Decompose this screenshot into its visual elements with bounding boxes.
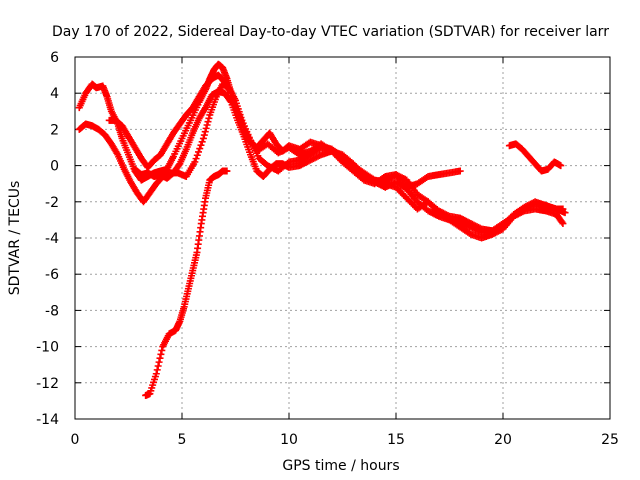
data-point: [561, 209, 569, 217]
y-tick-label: -10: [36, 340, 59, 356]
data-point: [155, 358, 163, 366]
data-point: [200, 131, 208, 139]
data-point: [191, 158, 199, 166]
series-track-4: [131, 87, 569, 242]
data-point: [456, 167, 464, 175]
y-tick-label: -14: [36, 412, 59, 428]
data-point: [197, 141, 205, 149]
x-axis-label: GPS time / hours: [282, 458, 399, 474]
series-track-6: [505, 140, 565, 175]
data-point: [192, 155, 200, 163]
data-point: [204, 118, 212, 126]
data-point: [193, 151, 201, 159]
data-point: [156, 354, 164, 362]
data-point: [157, 350, 165, 358]
y-tick-label: 4: [50, 86, 59, 102]
x-tick-label: 15: [387, 432, 405, 448]
data-point: [152, 370, 160, 378]
data-point: [223, 167, 231, 175]
data-point: [559, 220, 567, 228]
data-point: [195, 148, 203, 156]
y-tick-label: 2: [50, 122, 59, 138]
y-tick-label: -6: [45, 267, 59, 283]
data-point: [158, 346, 166, 354]
data-point: [558, 218, 566, 226]
x-axis-ticks: 0 5 10 15 20 25: [71, 57, 619, 448]
data-point: [203, 121, 211, 129]
data-point: [226, 97, 234, 105]
y-axis-ticks: -14 -12 -10 -8 -6 -4 -2 0 2 4 6: [36, 50, 610, 428]
data-point: [557, 162, 565, 170]
x-tick-label: 10: [280, 432, 298, 448]
y-tick-label: -8: [45, 303, 59, 319]
y-tick-label: -2: [45, 195, 59, 211]
data-point: [196, 145, 204, 153]
data-point: [205, 114, 213, 122]
data-point: [153, 366, 161, 374]
x-tick-label: 0: [71, 432, 80, 448]
chart-title: Day 170 of 2022, Sidereal Day-to-day VTE…: [52, 24, 609, 40]
grid-lines: [75, 57, 610, 419]
data-point: [154, 362, 162, 370]
x-tick-label: 5: [178, 432, 187, 448]
data-point: [201, 128, 209, 136]
y-axis-label: SDTVAR / TECUs: [7, 181, 23, 296]
y-tick-label: -12: [36, 376, 59, 392]
x-tick-label: 25: [601, 432, 619, 448]
data-point: [198, 138, 206, 146]
series-track-5: [142, 167, 231, 399]
x-tick-label: 20: [494, 432, 512, 448]
data-point: [202, 124, 210, 132]
y-tick-label: 0: [50, 159, 59, 175]
y-tick-label: -4: [45, 231, 59, 247]
data-point: [199, 134, 207, 142]
y-tick-label: 6: [50, 50, 59, 66]
data-points: [75, 60, 569, 399]
